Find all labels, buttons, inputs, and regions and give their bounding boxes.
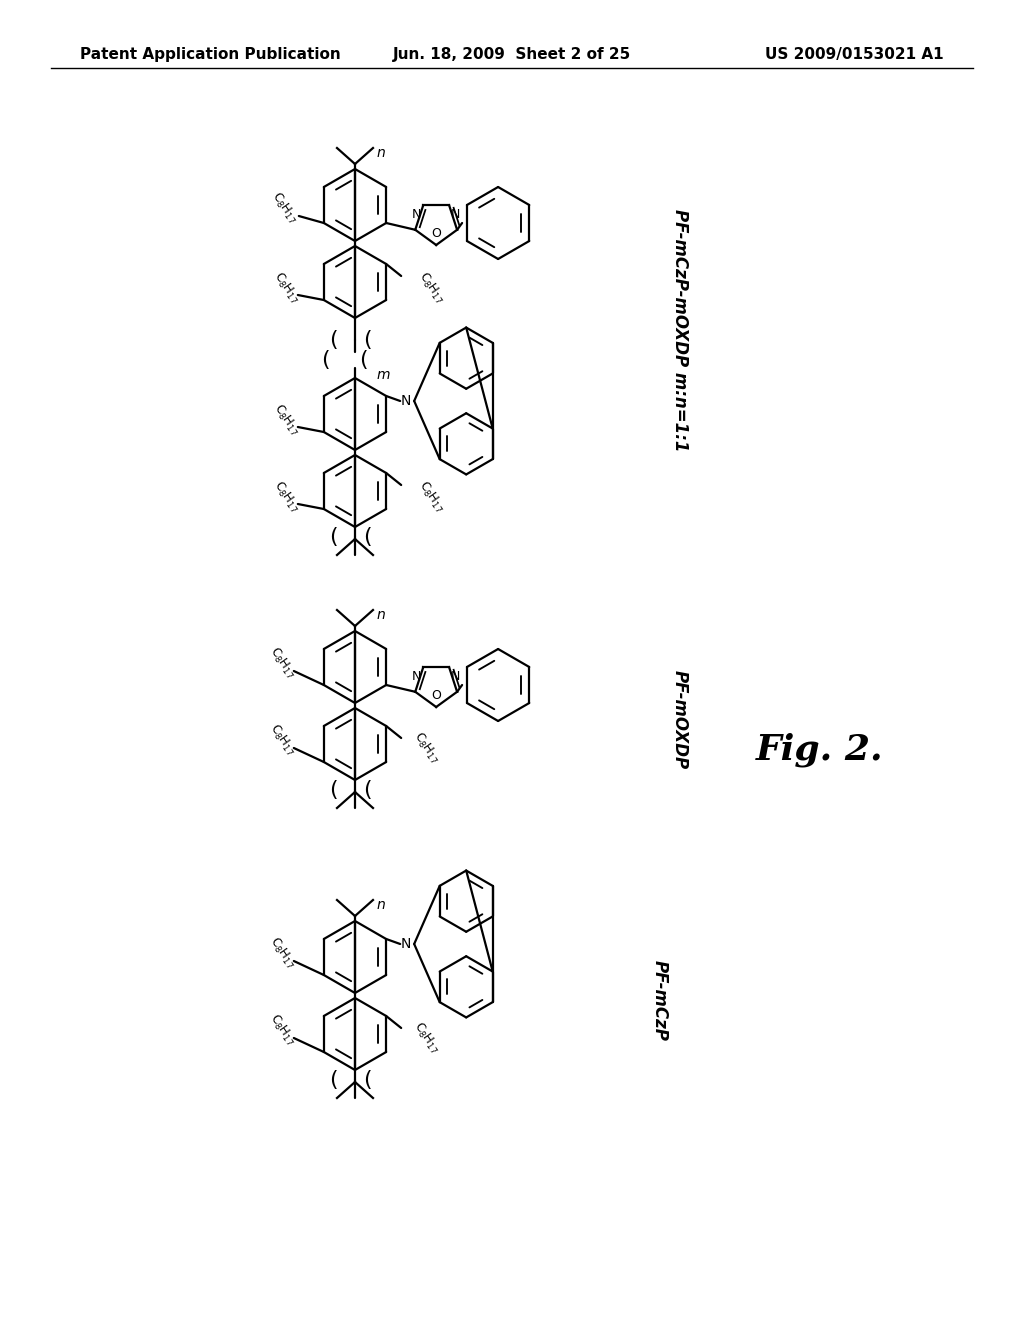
Text: O: O <box>431 689 441 702</box>
Text: PF-mCzP-mOXDP m:n=1:1: PF-mCzP-mOXDP m:n=1:1 <box>671 209 689 451</box>
Text: $\mathsf{C_8H_{17}}$: $\mathsf{C_8H_{17}}$ <box>267 190 300 227</box>
Text: N: N <box>412 209 421 222</box>
Text: PF-mCzP: PF-mCzP <box>651 960 669 1040</box>
Text: (: ( <box>362 780 372 800</box>
Text: N: N <box>401 937 412 950</box>
Text: $\mathsf{C_8H_{17}}$: $\mathsf{C_8H_{17}}$ <box>265 935 298 972</box>
Text: N: N <box>452 209 461 222</box>
Text: Fig. 2.: Fig. 2. <box>756 733 884 767</box>
Text: Patent Application Publication: Patent Application Publication <box>80 48 341 62</box>
Text: N: N <box>412 671 421 684</box>
Text: n: n <box>377 609 386 622</box>
Text: $\mathsf{C_8H_{17}}$: $\mathsf{C_8H_{17}}$ <box>415 478 447 516</box>
Text: $\mathsf{C_8H_{17}}$: $\mathsf{C_8H_{17}}$ <box>269 269 302 306</box>
Text: $\mathsf{C_8H_{17}}$: $\mathsf{C_8H_{17}}$ <box>415 269 447 306</box>
Text: n: n <box>377 147 386 160</box>
Text: $\mathsf{C_8H_{17}}$: $\mathsf{C_8H_{17}}$ <box>265 722 298 759</box>
Text: m: m <box>377 368 390 381</box>
Text: PF-mOXDP: PF-mOXDP <box>671 671 689 770</box>
Text: O: O <box>431 227 441 240</box>
Text: Jun. 18, 2009  Sheet 2 of 25: Jun. 18, 2009 Sheet 2 of 25 <box>393 48 631 62</box>
Text: N: N <box>452 671 461 684</box>
Text: $\mathsf{C_8H_{17}}$: $\mathsf{C_8H_{17}}$ <box>265 1011 298 1048</box>
Text: (: ( <box>329 780 337 800</box>
Text: $\mathsf{C_8H_{17}}$: $\mathsf{C_8H_{17}}$ <box>265 644 298 681</box>
Text: US 2009/0153021 A1: US 2009/0153021 A1 <box>765 48 944 62</box>
Text: (: ( <box>329 330 337 350</box>
Text: $\mathsf{C_8H_{17}}$: $\mathsf{C_8H_{17}}$ <box>410 730 442 767</box>
Text: (: ( <box>362 1071 372 1090</box>
Text: (: ( <box>358 350 368 370</box>
Text: (: ( <box>362 527 372 546</box>
Text: n: n <box>377 898 386 912</box>
Text: $\mathsf{C_8H_{17}}$: $\mathsf{C_8H_{17}}$ <box>269 478 302 516</box>
Text: $\mathsf{C_8H_{17}}$: $\mathsf{C_8H_{17}}$ <box>410 1019 442 1056</box>
Text: N: N <box>401 393 412 408</box>
Text: $\mathsf{C_8H_{17}}$: $\mathsf{C_8H_{17}}$ <box>269 401 302 438</box>
Text: (: ( <box>329 1071 337 1090</box>
Text: (: ( <box>329 527 337 546</box>
Text: (: ( <box>321 350 330 370</box>
Text: (: ( <box>362 330 372 350</box>
